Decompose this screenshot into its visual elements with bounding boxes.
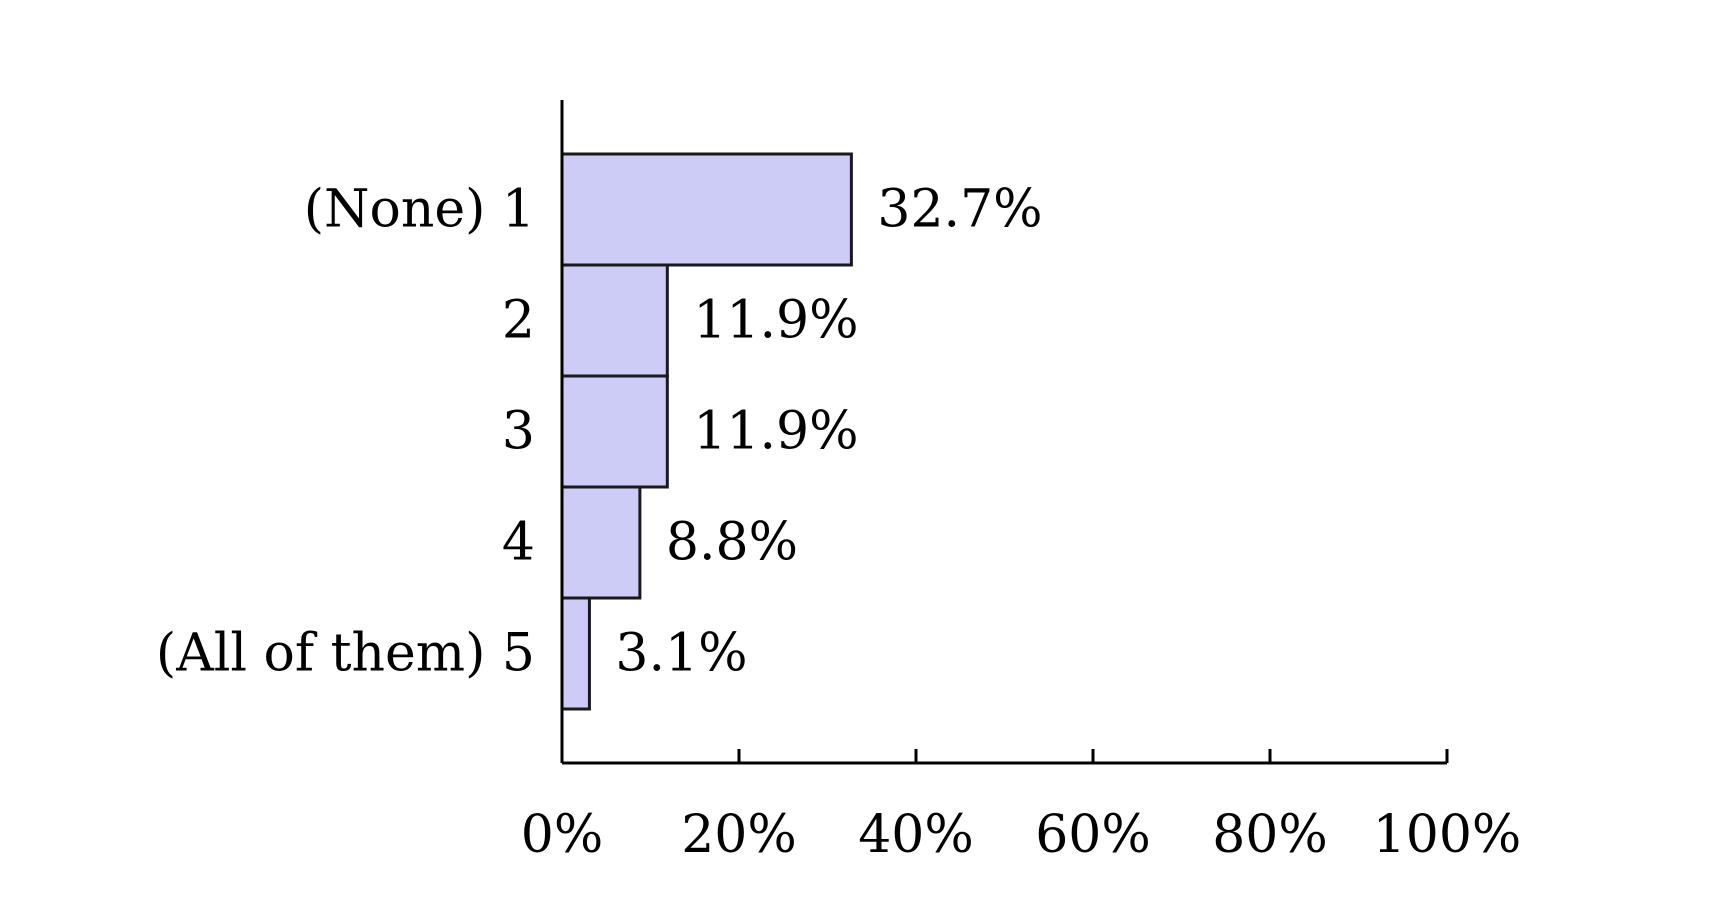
value-label-3: 11.9%: [693, 402, 858, 462]
value-label-2: 11.9%: [693, 291, 858, 351]
bar-3: [560, 374, 669, 489]
x-tick-label-60: 60%: [1035, 805, 1151, 865]
bar-1: [560, 152, 853, 267]
bars-layer: [560, 152, 853, 711]
value-label-1: 32.7%: [877, 180, 1042, 240]
bar-4: [560, 485, 642, 600]
x-tick-label-0: 0%: [521, 805, 604, 865]
value-label-4: 8.8%: [666, 513, 798, 573]
category-label-5: (All of them) 5: [156, 624, 535, 684]
x-ticks-layer: 0% 20% 40% 60% 80% 100%: [521, 749, 1522, 865]
axes-layer: [560, 100, 1447, 765]
value-label-5: 3.1%: [615, 624, 747, 684]
bar-2: [560, 263, 669, 378]
category-label-4: 4: [502, 513, 535, 573]
labels-layer: (None) 1 32.7% 2 11.9% 3 11.9% 4 8.8% (All of th…: [156, 180, 1043, 684]
category-label-1: (None) 1: [304, 180, 535, 240]
category-label-3: 3: [502, 402, 535, 462]
bar-5: [560, 596, 591, 711]
x-tick-label-100: 100%: [1373, 805, 1522, 865]
category-label-2: 2: [502, 291, 535, 351]
x-tick-label-40: 40%: [858, 805, 974, 865]
x-tick-label-80: 80%: [1212, 805, 1328, 865]
x-tick-label-20: 20%: [681, 805, 797, 865]
